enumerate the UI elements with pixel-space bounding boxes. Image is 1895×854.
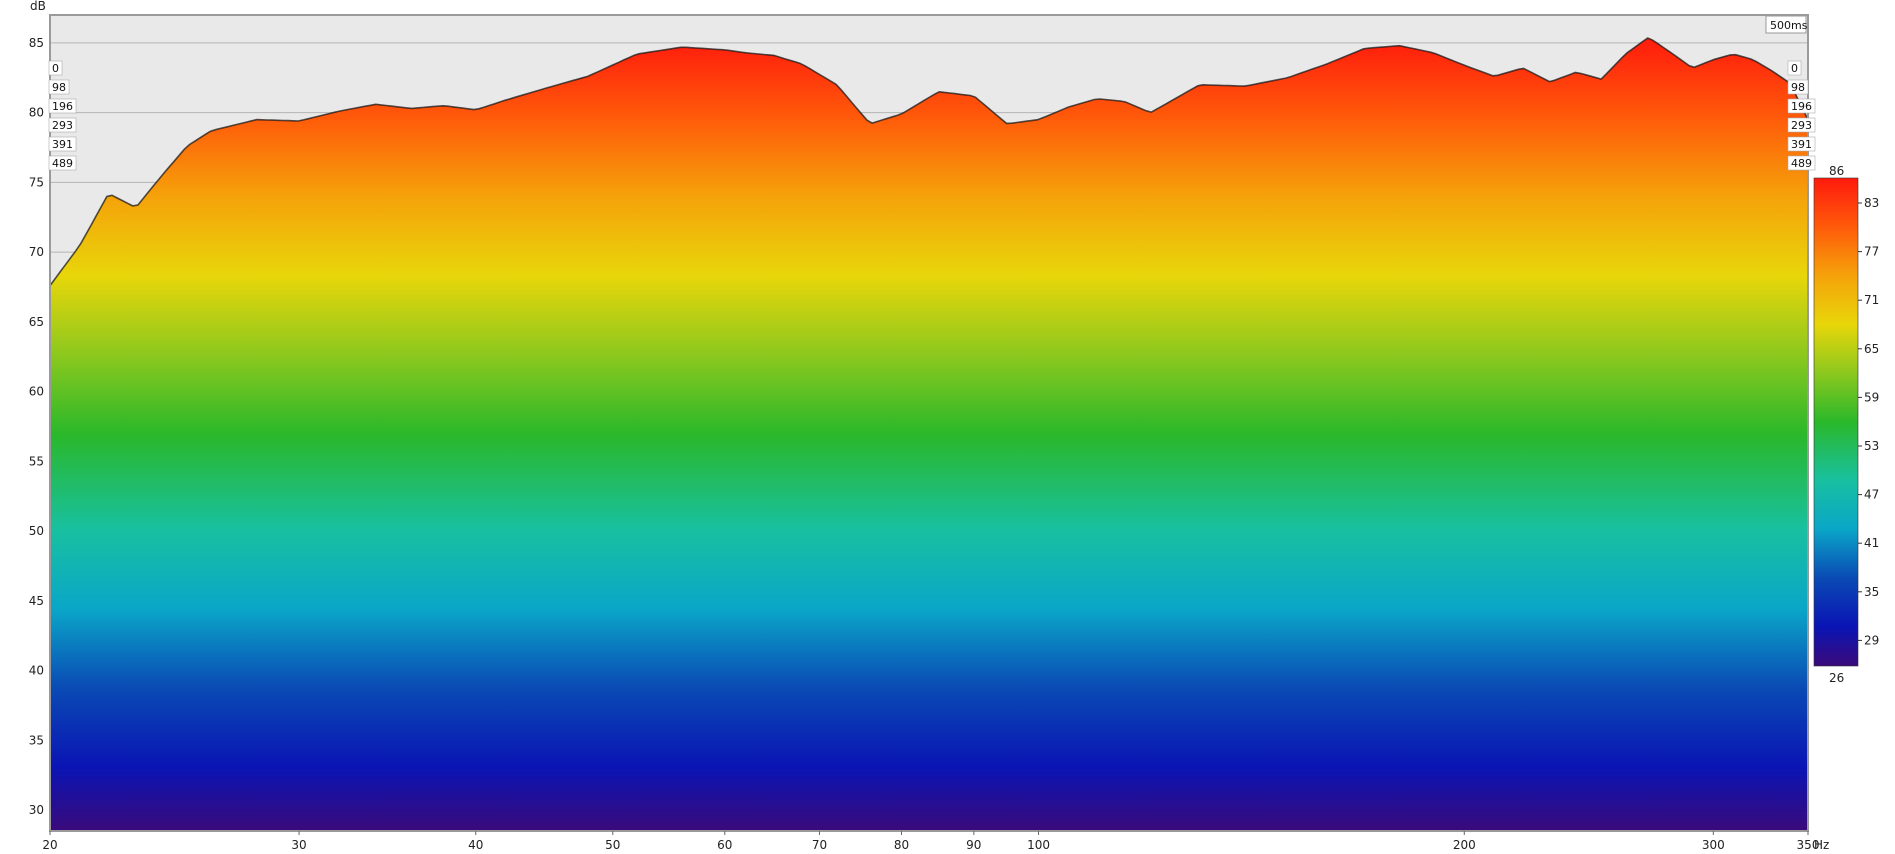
- y-unit-label: dB: [30, 0, 46, 13]
- decay-slice-line: [50, 37, 1808, 287]
- y-tick-label: 30: [29, 803, 44, 817]
- slice-label-box: [48, 60, 63, 76]
- slice-labels-left: 0 98 196 293 391 489: [48, 60, 77, 171]
- x-axis-ticks: 20 30 40 50 60 70 80 90 100 200 300 350: [42, 831, 1819, 852]
- slice-label-box: [1787, 60, 1802, 76]
- color-tick-label: 59: [1864, 390, 1879, 404]
- slice-label: 391: [52, 138, 73, 151]
- x-tick-label: 200: [1453, 838, 1476, 852]
- color-tick-label: 77: [1864, 245, 1879, 259]
- y-tick-label: 40: [29, 664, 44, 678]
- slice-label-box: [48, 98, 77, 114]
- y-tick-label: 80: [29, 106, 44, 120]
- y-tick-label: 65: [29, 315, 44, 329]
- color-tick-label: 41: [1864, 536, 1879, 550]
- slice-labels-right: 0 98 196 293 391 489: [1787, 60, 1816, 171]
- slice-label: 0: [1791, 62, 1798, 75]
- x-tick-label: 300: [1702, 838, 1725, 852]
- x-tick-label: 70: [812, 838, 827, 852]
- slice-label: 0: [52, 62, 59, 75]
- color-tick-label: 53: [1864, 439, 1879, 453]
- time-window-badge: 500ms: [1765, 15, 1808, 34]
- y-tick-label: 70: [29, 245, 44, 259]
- slice-label-box: [1787, 136, 1816, 152]
- color-tick-label: 35: [1864, 585, 1879, 599]
- x-tick-label: 50: [605, 838, 620, 852]
- plot-frame: [49, 14, 1809, 832]
- y-tick-label: 50: [29, 524, 44, 538]
- x-tick-label: 350: [1797, 838, 1820, 852]
- y-tick-label: 75: [29, 175, 44, 189]
- y-tick-label: 55: [29, 454, 44, 468]
- slice-label: 489: [52, 157, 73, 170]
- x-tick-label: 80: [894, 838, 909, 852]
- color-scale-max: 86: [1829, 164, 1844, 178]
- slice-label-box: [1787, 79, 1809, 95]
- x-tick-label: 100: [1027, 838, 1050, 852]
- slice-label: 196: [1791, 100, 1812, 113]
- y-axis-ticks: 30 35 40 45 50 55 60 65 70 75 80 85: [29, 36, 44, 817]
- color-tick-label: 29: [1864, 633, 1879, 647]
- slice-label-box: [1787, 117, 1816, 133]
- slice-label-box: [1787, 155, 1816, 171]
- x-tick-label: 30: [291, 838, 306, 852]
- x-tick-label: 90: [966, 838, 981, 852]
- color-legend: 86 26 83 77 71 65 59 53 47 41 35 29: [1813, 164, 1879, 685]
- color-scale-min: 26: [1829, 671, 1844, 685]
- slice-label: 98: [1791, 81, 1805, 94]
- slice-label-box: [48, 136, 77, 152]
- y-tick-label: 45: [29, 594, 44, 608]
- x-tick-label: 20: [42, 838, 57, 852]
- y-tick-label: 60: [29, 385, 44, 399]
- x-unit-label: Hz: [1814, 838, 1829, 852]
- slice-label: 489: [1791, 157, 1812, 170]
- color-scale-ticks: 83 77 71 65 59 53 47 41 35 29: [1858, 196, 1879, 647]
- color-tick-label: 47: [1864, 488, 1879, 502]
- color-scale-bar: [1813, 177, 1859, 667]
- slice-label-box: [48, 79, 70, 95]
- x-tick-label: 60: [717, 838, 732, 852]
- color-tick-label: 65: [1864, 342, 1879, 356]
- slice-label-box: [48, 155, 77, 171]
- color-tick-label: 83: [1864, 196, 1879, 210]
- x-tick-label: 40: [468, 838, 483, 852]
- slice-label-box: [1787, 98, 1816, 114]
- slice-label: 293: [1791, 119, 1812, 132]
- time-window-label: 500ms: [1770, 19, 1808, 32]
- slice-label: 391: [1791, 138, 1812, 151]
- slice-label: 293: [52, 119, 73, 132]
- waterfall-surface: [50, 37, 1808, 831]
- y-tick-label: 35: [29, 733, 44, 747]
- decay-slice-fill: [50, 38, 1808, 831]
- y-tick-label: 85: [29, 36, 44, 50]
- slice-label: 196: [52, 100, 73, 113]
- slice-label: 98: [52, 81, 66, 94]
- slice-label-box: [48, 117, 77, 133]
- color-tick-label: 71: [1864, 293, 1879, 307]
